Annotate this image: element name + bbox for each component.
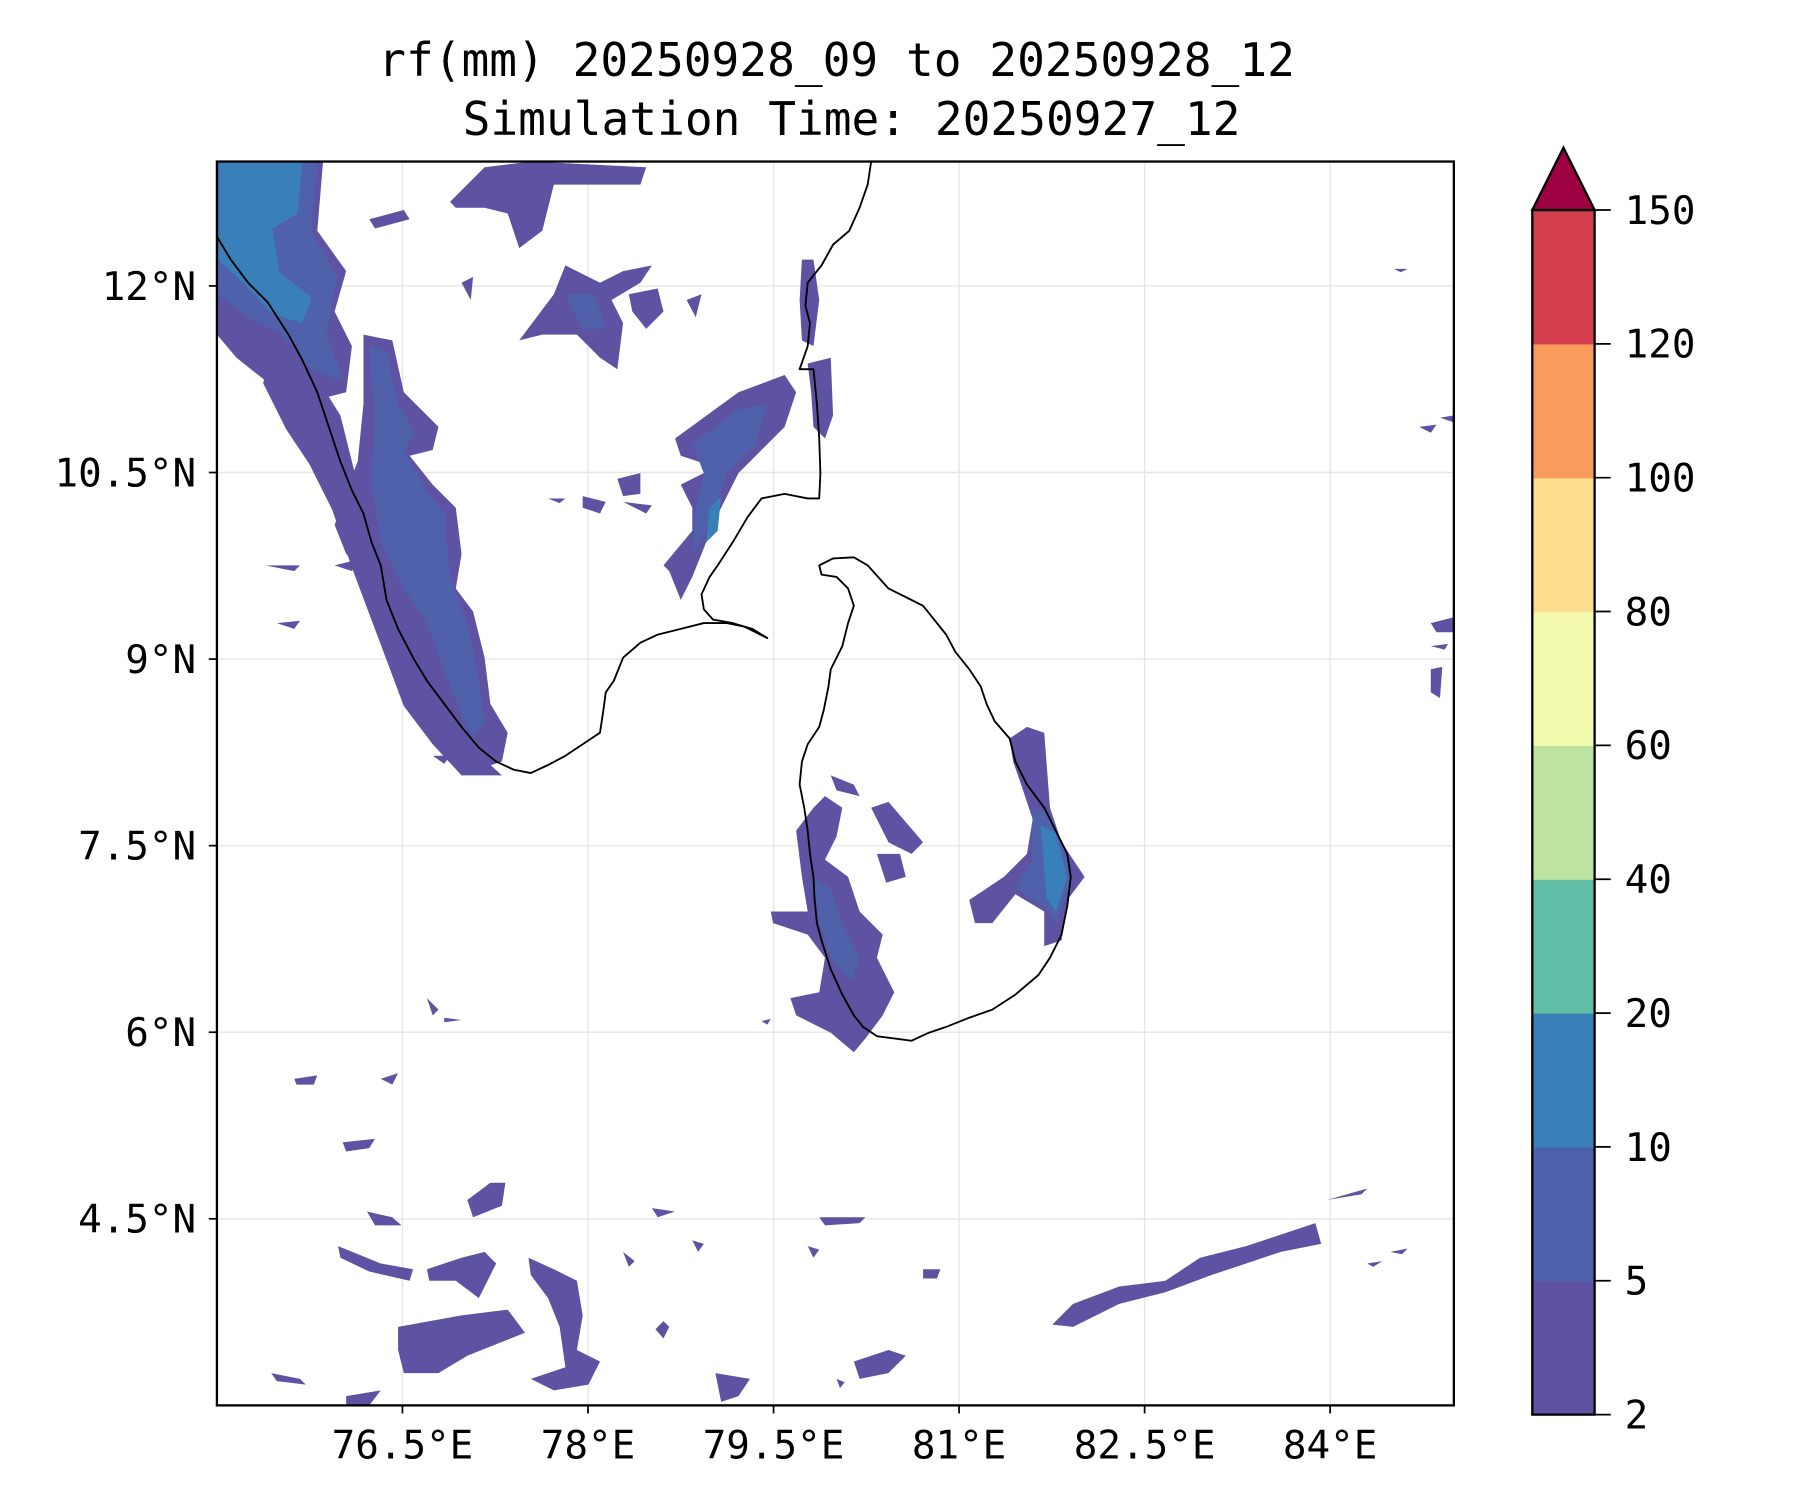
colorbar-bin xyxy=(1532,1146,1595,1282)
colorbar-bin xyxy=(1532,611,1595,746)
plot-area xyxy=(216,161,1454,1406)
colorbar-bin xyxy=(1532,879,1595,1014)
coastlines xyxy=(216,161,1072,1042)
colorbar-tick-label: 10 xyxy=(1625,1126,1672,1171)
colorbar-bin xyxy=(1532,1280,1595,1416)
colorbar-tick-label: 5 xyxy=(1625,1260,1649,1305)
colorbar: 2 5 10 20 40 60 80 100 120 150 xyxy=(1530,145,1696,1438)
colorbar-tick-label: 60 xyxy=(1625,724,1672,769)
colorbar-tick-label: 40 xyxy=(1625,858,1672,903)
y-axis: 12°N 10.5°N 9°N 7.5°N 6°N 4.5°N xyxy=(54,265,217,1243)
colorbar-tick-label: 120 xyxy=(1625,323,1696,368)
rain-area-srilanka-central-2 xyxy=(876,853,906,883)
colorbar-bin xyxy=(1532,210,1595,345)
colorbar-bin xyxy=(1532,745,1595,880)
rainfall-contours xyxy=(216,161,1454,1406)
y-tick-label: 10.5°N xyxy=(54,451,196,496)
x-tick-label: 82.5°E xyxy=(1074,1423,1216,1468)
colorbar-frame xyxy=(1531,208,1596,1416)
x-tick-label: 76.5°E xyxy=(332,1423,474,1468)
rain-area-southern-band xyxy=(1052,1223,1322,1327)
colorbar-tick-label: 100 xyxy=(1625,457,1696,502)
plot-frame xyxy=(215,160,1455,1407)
rain-area-small xyxy=(628,288,664,329)
rain-area-palk-heavy xyxy=(706,496,722,543)
colorbar-tick-label: 2 xyxy=(1625,1393,1649,1438)
x-axis: 76.5°E 78°E 79.5°E 81°E 82.5°E 84°E xyxy=(332,1405,1377,1468)
y-tick-label: 9°N xyxy=(125,638,196,683)
rain-area-north-central xyxy=(450,161,647,249)
colorbar-bin xyxy=(1532,343,1595,479)
colorbar-tick-label: 20 xyxy=(1625,992,1672,1037)
rain-area-srilanka-east-heavy xyxy=(1040,825,1068,912)
rain-area-coast-strip xyxy=(263,334,502,776)
chart-title-line1: rf(mm) 20250928_09 to 20250928_12 xyxy=(378,33,1295,87)
coastline-sri-lanka xyxy=(798,556,1072,1042)
rain-area-srilanka-central xyxy=(871,801,924,854)
y-tick-label: 7.5°N xyxy=(78,825,196,870)
rain-area-sw-scattered xyxy=(271,998,941,1406)
rain-area-srilanka-central-3 xyxy=(830,775,860,797)
rain-area-ghats-inner xyxy=(369,346,485,739)
rain-area-nw-heavy xyxy=(219,161,312,324)
x-tick-label: 81°E xyxy=(912,1423,1006,1468)
y-tick-label: 4.5°N xyxy=(78,1198,196,1243)
coastline-india xyxy=(216,161,873,774)
y-tick-label: 6°N xyxy=(125,1011,196,1056)
colorbar-extend-arrow xyxy=(1530,145,1597,212)
rain-area-east-coast-1 xyxy=(799,259,820,347)
colorbar-bin xyxy=(1532,477,1595,613)
colorbar-tick-label: 150 xyxy=(1625,189,1696,234)
rain-area-srilanka-west-inner xyxy=(813,876,860,981)
colorbar-bin xyxy=(1532,1013,1595,1148)
chart-title-line2: Simulation Time: 20250927_12 xyxy=(463,92,1241,146)
x-tick-label: 84°E xyxy=(1283,1423,1377,1468)
x-tick-label: 78°E xyxy=(541,1423,635,1468)
y-tick-label: 12°N xyxy=(102,265,196,310)
colorbar-tick-label: 80 xyxy=(1625,590,1672,635)
rain-area-tamilnadu-inner xyxy=(565,294,606,329)
x-tick-label: 79.5°E xyxy=(703,1423,845,1468)
